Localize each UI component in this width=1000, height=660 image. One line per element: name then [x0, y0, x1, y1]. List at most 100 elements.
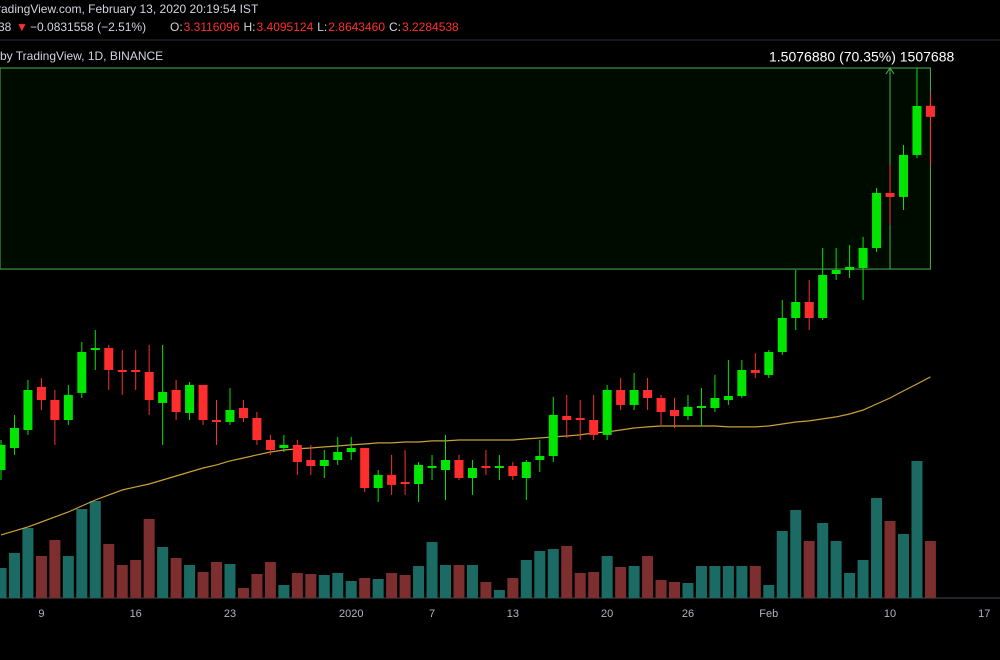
candle-body [441, 460, 451, 470]
volume-bar [776, 531, 788, 598]
volume-bar [211, 562, 223, 598]
volume-bar [170, 558, 182, 598]
x-tick-label: 26 [682, 608, 694, 620]
candle-body [481, 466, 491, 468]
x-tick-label: 23 [224, 608, 236, 620]
candle-body [750, 370, 760, 373]
candle-body [777, 318, 787, 352]
candle-body [858, 248, 868, 268]
volume-bar [305, 574, 317, 598]
candle-body [50, 400, 60, 420]
volume-bar [103, 544, 115, 598]
volume-bar [803, 541, 815, 598]
candle-body [656, 398, 666, 412]
candle-body [387, 474, 397, 485]
volume-bar [130, 560, 142, 598]
volume-bar [184, 565, 196, 598]
volume-bar [534, 551, 546, 598]
candle-body [90, 348, 100, 350]
measure-arrowhead [885, 67, 895, 75]
x-tick-label: 2020 [339, 608, 363, 620]
candle-body [0, 444, 6, 470]
candle-body [643, 390, 653, 398]
candle-body [804, 302, 814, 318]
x-tick-label: 9 [38, 608, 44, 620]
ohlc-label: C: [389, 20, 401, 34]
candle-body [925, 105, 935, 117]
x-tick-label: 20 [601, 608, 613, 620]
candle-body [171, 390, 181, 412]
volume-bar [628, 566, 640, 598]
volume-bar [89, 501, 101, 598]
volume-bar [561, 546, 573, 598]
candle-body [9, 428, 19, 448]
volume-bar [493, 590, 505, 598]
source-line: radingView.com, February 13, 2020 20:19:… [0, 2, 259, 16]
candle-body [306, 460, 316, 466]
candle-body [185, 384, 195, 413]
candle-body [872, 192, 882, 248]
volume-bar [453, 565, 465, 598]
volume-bar [386, 573, 398, 598]
volume-bar [655, 580, 667, 598]
candle-body [696, 406, 706, 408]
candle-body [198, 384, 208, 420]
volume-bar [0, 568, 7, 598]
candle-body [616, 390, 626, 405]
candle-body [36, 386, 46, 400]
ohlc-value: 2.8643460 [328, 20, 385, 34]
candle-body [265, 440, 275, 450]
volume-bar [116, 565, 128, 598]
candle-body [575, 418, 585, 420]
candle-body [764, 352, 774, 375]
volume-bar [897, 534, 909, 598]
candle-body [77, 352, 87, 393]
candle-body [131, 370, 141, 372]
candle-body [589, 420, 599, 435]
volume-bar [911, 461, 923, 598]
candle-body [602, 390, 612, 435]
volume-bar [426, 542, 438, 598]
candle-body [723, 396, 733, 400]
volume-bar [318, 575, 330, 598]
volume-bar [372, 579, 384, 598]
volume-bar [62, 556, 74, 598]
volume-bar [830, 541, 842, 598]
volume-bar [332, 573, 344, 598]
volume-bar [291, 573, 303, 598]
candle-body [63, 394, 73, 420]
volume-bar [197, 572, 209, 598]
measure-box [0, 67, 931, 270]
volume-bar [413, 566, 425, 598]
candle-body [508, 466, 518, 476]
moving-average [0, 376, 931, 536]
volume-bar [76, 509, 88, 598]
candle-body [104, 348, 114, 370]
candle-body [333, 452, 343, 460]
candle-body [292, 444, 302, 462]
volume-bar [924, 541, 936, 598]
volume-bar [278, 585, 290, 598]
ohlc-value: 3.2284538 [402, 20, 459, 34]
measure-label: 1.5076880 (70.35%) 1507688 [769, 49, 954, 65]
candle-body [212, 420, 222, 422]
change: −0.0831558 (−2.51%) [30, 20, 146, 34]
candle-body [845, 266, 855, 270]
volume-bar [359, 578, 371, 598]
volume-bar [440, 565, 452, 598]
candle-body [885, 192, 895, 197]
volume-bar [8, 553, 20, 598]
ohlc-value: 3.4095124 [257, 20, 314, 34]
candle-body [831, 270, 841, 274]
volume-bar [251, 574, 263, 598]
volume-bar [749, 566, 761, 598]
volume-bar [143, 519, 155, 598]
candle-body [23, 390, 33, 430]
candle-body [898, 154, 908, 197]
candle-body [117, 370, 127, 372]
candle-body [346, 448, 356, 452]
candle-body [562, 416, 572, 420]
candle-body [670, 410, 679, 416]
candle-body [494, 466, 504, 468]
